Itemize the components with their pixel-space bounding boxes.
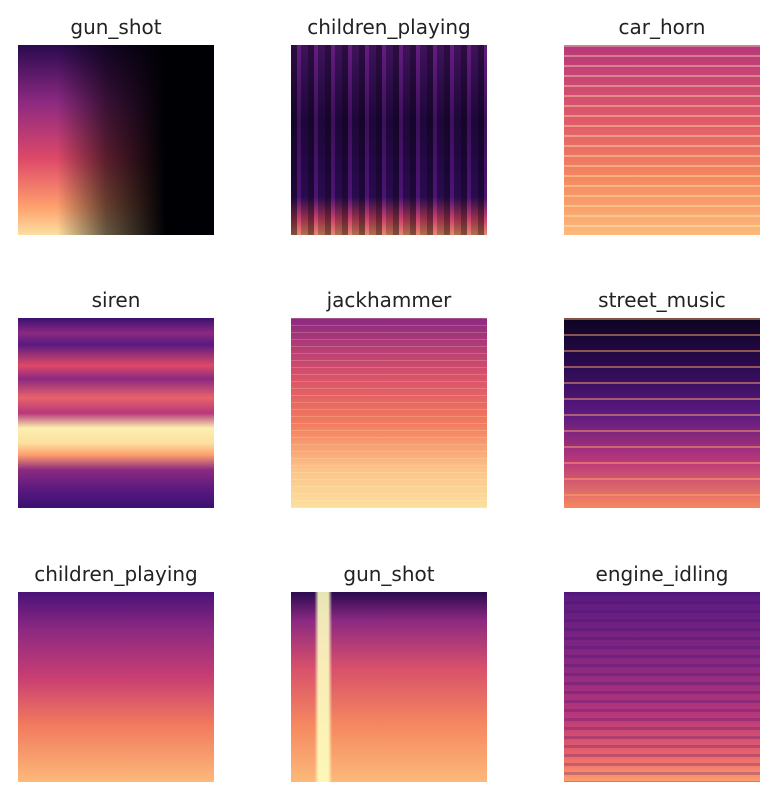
- spectrogram-image: [18, 592, 214, 782]
- panel-title: children_playing: [307, 15, 471, 39]
- spectrogram-image: [18, 318, 214, 508]
- panel-title: gun_shot: [343, 562, 435, 586]
- spectrogram-image: [564, 592, 760, 782]
- spectrogram-image: [291, 318, 487, 508]
- panel-title: gun_shot: [70, 15, 162, 39]
- spectrogram-image: [291, 45, 487, 235]
- spectrogram-image: [564, 45, 760, 235]
- spectrogram-image: [18, 45, 214, 235]
- panel-title: children_playing: [34, 562, 198, 586]
- spectrogram-image: [564, 318, 760, 508]
- spectrogram-image: [291, 592, 487, 782]
- panel-title: street_music: [598, 288, 726, 312]
- panel-title: car_horn: [618, 15, 706, 39]
- panel-title: jackhammer: [326, 288, 452, 312]
- panel-title: engine_idling: [595, 562, 729, 586]
- panel-title: siren: [91, 288, 141, 312]
